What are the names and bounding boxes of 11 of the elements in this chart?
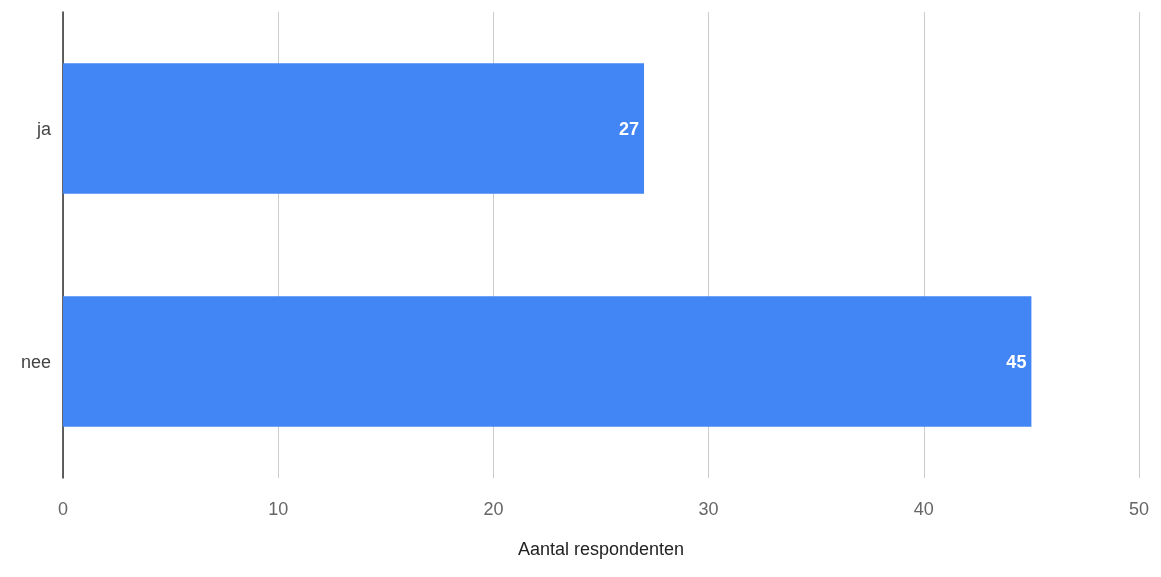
x-tick-label: 40 — [913, 499, 934, 519]
data-label: 45 — [1006, 351, 1027, 372]
y-tick-label: ja — [35, 118, 52, 139]
x-tick-label: 10 — [268, 499, 289, 519]
y-tick-label: nee — [20, 351, 51, 372]
x-tick-label: 50 — [1128, 499, 1150, 519]
x-tick-label: 20 — [483, 499, 504, 519]
x-tick-label: 0 — [57, 499, 69, 519]
x-tick-label: 30 — [698, 499, 719, 519]
x-axis-title: Aantal respondenten — [517, 539, 685, 559]
data-label: 27 — [619, 118, 640, 139]
